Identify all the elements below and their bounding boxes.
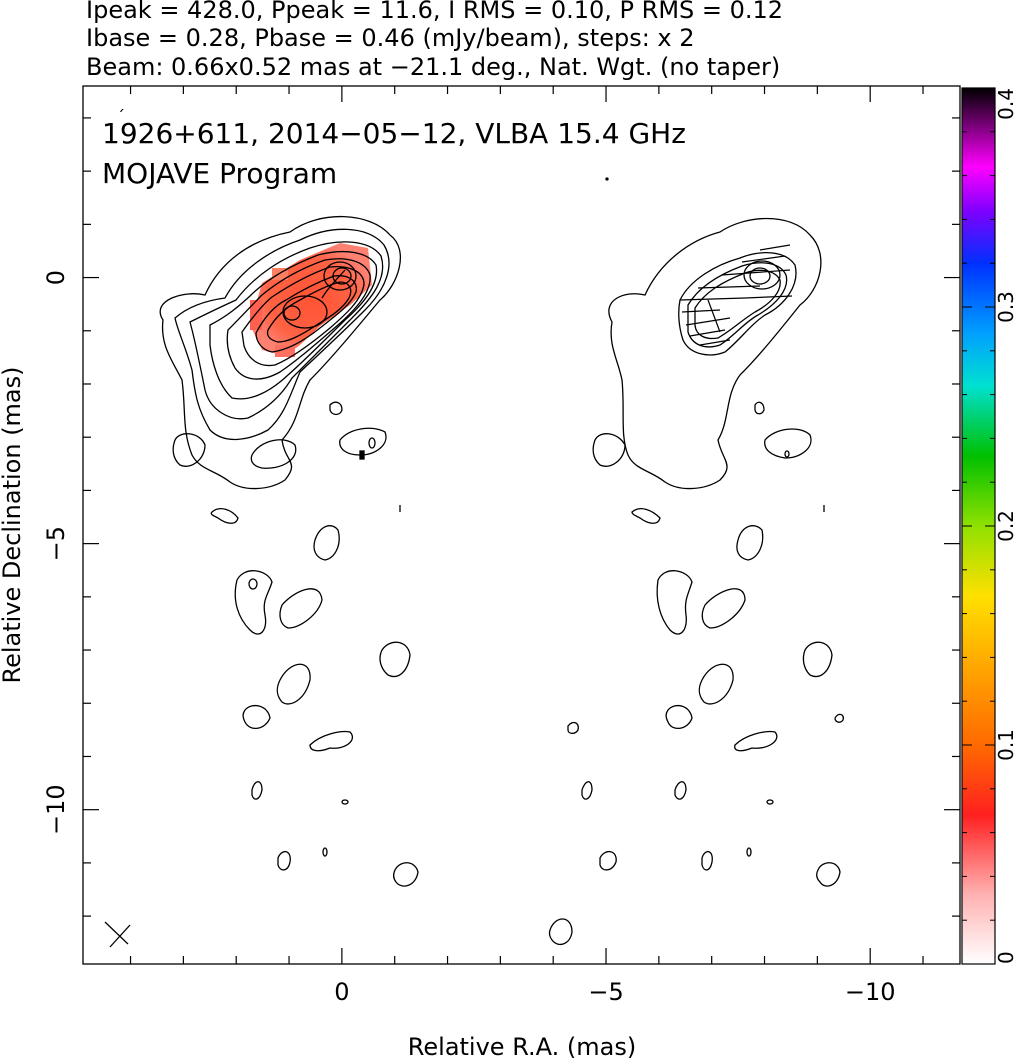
colorbar-tick-label: 0.1 xyxy=(994,729,1018,761)
x-tick-labels: 0 −5 −10 xyxy=(334,978,895,1006)
x-tick-label: −5 xyxy=(588,978,623,1006)
x-tick-label: 0 xyxy=(334,978,349,1006)
header-line-2: Ibase = 0.28, Pbase = 0.46 (mJy/beam), s… xyxy=(86,24,695,52)
program-annotation: MOJAVE Program xyxy=(102,157,337,190)
y-tick-label: −5 xyxy=(42,526,70,561)
y-tick-label: −10 xyxy=(42,784,70,835)
colorbar-tick-label: 0.4 xyxy=(994,88,1018,120)
colorbar-tick-labels: 0 0.1 0.2 0.3 0.4 xyxy=(994,88,1018,964)
evpa-vectors xyxy=(679,244,793,346)
y-tick-labels: 0 −5 −10 xyxy=(42,270,70,835)
y-tick-label: 0 xyxy=(42,270,70,285)
y-axis-label: Relative Declination (mas) xyxy=(0,366,26,683)
x-axis-label: Relative R.A. (mas) xyxy=(408,1033,636,1061)
header-line-1: Ipeak = 428.0, Ppeak = 11.6, I RMS = 0.1… xyxy=(86,0,784,24)
polarized-intensity-colormap xyxy=(250,243,372,357)
axis-ticks xyxy=(83,86,960,964)
tick-artifact: ´ xyxy=(117,107,125,126)
x-tick-label: −10 xyxy=(845,978,896,1006)
polarization-contours xyxy=(548,177,844,946)
colorbar-ticks xyxy=(962,87,995,965)
colorbar-tick-label: 0 xyxy=(994,951,1018,964)
beam-symbol xyxy=(104,921,131,948)
colorbar-tick-label: 0.2 xyxy=(994,510,1018,542)
plot-frame xyxy=(82,85,961,965)
colorbar-tick-label: 0.3 xyxy=(994,291,1018,323)
source-annotation: 1926+611, 2014−05−12, VLBA 15.4 GHz xyxy=(102,117,686,150)
header-line-3: Beam: 0.66x0.52 mas at −21.1 deg., Nat. … xyxy=(86,53,781,81)
intensity-contours xyxy=(159,215,419,887)
